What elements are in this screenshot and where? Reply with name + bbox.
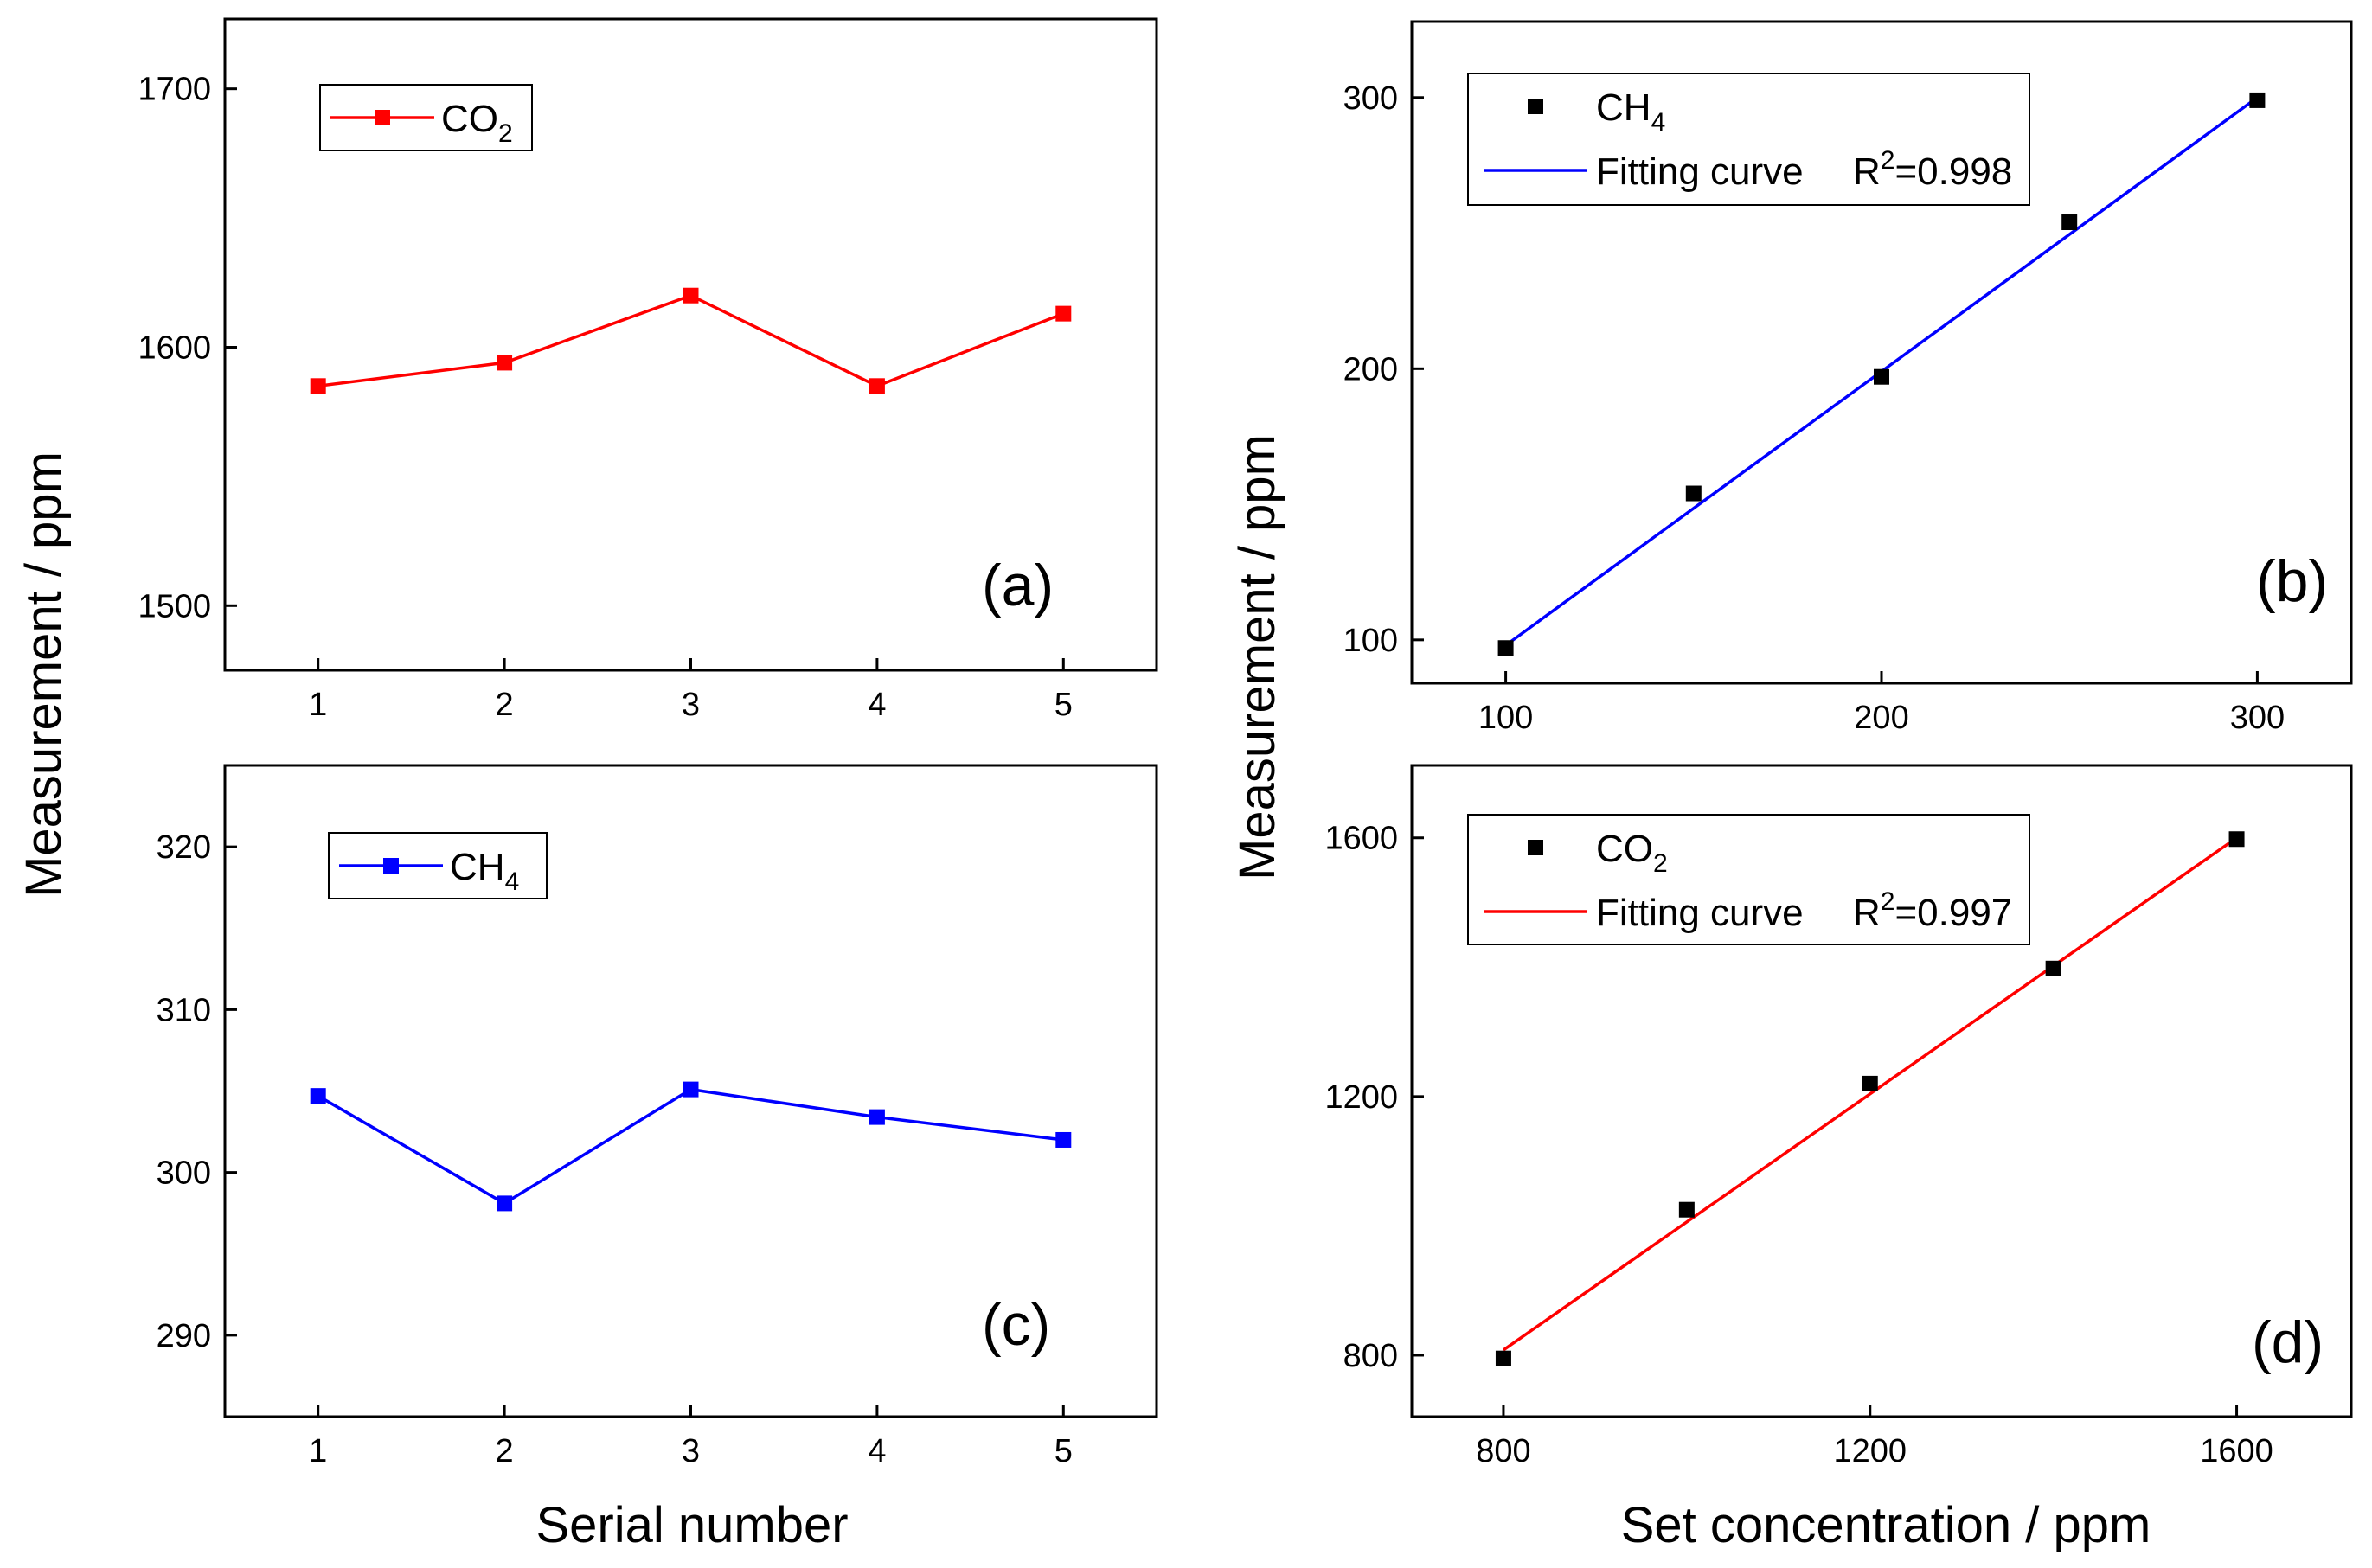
- x-tick-label-c-1: 2: [496, 1433, 514, 1469]
- data-point-a-3: [869, 378, 885, 394]
- panel-label-c: (c): [982, 1292, 1050, 1358]
- y-tick-label-d-1: 1200: [1324, 1079, 1398, 1116]
- x-tick-label-b-1: 200: [1854, 700, 1908, 736]
- x-tick-label-d-0: 800: [1476, 1433, 1530, 1469]
- y-tick-label-c-3: 320: [157, 829, 211, 866]
- x-tick-label-c-4: 5: [1055, 1433, 1073, 1469]
- legend-label-b-subscript: 4: [1651, 108, 1666, 137]
- data-point-d-3: [2045, 960, 2061, 976]
- legend-fit-r2-prefix-b: R: [1853, 150, 1881, 193]
- data-point-c-3: [869, 1109, 885, 1125]
- legend-b: CH4 Fitting curve R2=0.998: [1467, 73, 2030, 206]
- fit-line-d: [1502, 836, 2238, 1352]
- data-point-b-0: [1497, 640, 1514, 656]
- data-point-a-2: [683, 287, 699, 304]
- y-tick-label-d-2: 1600: [1324, 821, 1398, 857]
- legend-marker-d: [1528, 840, 1543, 855]
- x-tick-label-d-1: 1200: [1833, 1433, 1907, 1469]
- legend-fit-r2-d: R2=0.997: [1853, 887, 2012, 934]
- legend-fit-r2-value-b: =0.998: [1894, 150, 2012, 193]
- legend-label-c-subscript: 4: [505, 867, 520, 896]
- legend-c: CH4: [328, 832, 548, 899]
- x-tick-label-b-0: 100: [1478, 700, 1533, 736]
- legend-label-d-subscript: 2: [1653, 849, 1668, 878]
- legend-label-a: CO2: [441, 98, 513, 148]
- right-y-axis-label: Measurement / ppm: [1229, 434, 1285, 880]
- y-tick-label-b-2: 300: [1343, 80, 1398, 117]
- data-point-d-0: [1495, 1350, 1511, 1366]
- x-tick-label-c-0: 1: [309, 1433, 327, 1469]
- data-point-d-1: [1678, 1201, 1695, 1218]
- legend-fit-label-b: Fitting curve: [1596, 150, 1804, 193]
- legend-label-a-subscript: 2: [498, 119, 513, 148]
- legend-marker-b: [1528, 99, 1543, 114]
- legend-marker-a: [375, 110, 390, 125]
- legend-marker-c: [383, 858, 399, 874]
- y-tick-label-b-1: 200: [1343, 351, 1398, 387]
- data-point-c-1: [497, 1195, 513, 1212]
- legend-label-c: CH4: [450, 846, 519, 896]
- y-tick-label-b-0: 100: [1343, 623, 1398, 659]
- legend-box-d: [1467, 814, 2030, 945]
- panel-label-b: (b): [2256, 548, 2328, 614]
- x-tick-label-b-2: 300: [2230, 700, 2285, 736]
- data-point-d-4: [2228, 831, 2245, 848]
- legend-label-a-base: CO: [441, 98, 498, 140]
- left-y-axis-label: Measurement / ppm: [16, 451, 72, 898]
- legend-label-b: CH4: [1596, 86, 1665, 137]
- data-point-d-2: [1862, 1075, 1878, 1091]
- legend-fit-r2-b: R2=0.998: [1853, 146, 2012, 193]
- x-tick-label-c-3: 4: [868, 1433, 886, 1469]
- legend-label-c-base: CH: [450, 846, 505, 888]
- series-line-a-0: [317, 293, 1064, 388]
- left-x-axis-label: Serial number: [535, 1497, 848, 1553]
- data-point-b-3: [2061, 214, 2078, 231]
- legend-box-b: [1467, 73, 2030, 206]
- x-tick-label-a-3: 4: [868, 687, 886, 723]
- legend-fit-r2-value-d: =0.997: [1894, 892, 2012, 934]
- y-tick-label-c-2: 310: [157, 992, 211, 1028]
- data-point-b-1: [1685, 485, 1702, 502]
- data-point-c-0: [310, 1088, 326, 1104]
- legend-label-d-base: CO: [1596, 828, 1653, 870]
- panel-b: 100 200 300 100 200 300 CH4 Fitting curve R2=0.9…: [1343, 20, 2353, 736]
- panel-label-d: (d): [2252, 1309, 2324, 1375]
- x-tick-label-c-2: 3: [682, 1433, 700, 1469]
- y-tick-label-a-0: 1500: [138, 588, 211, 624]
- y-tick-label-d-0: 800: [1343, 1338, 1398, 1374]
- right-x-axis-label: Set concentration / ppm: [1621, 1497, 2151, 1553]
- y-tick-label-c-1: 300: [157, 1155, 211, 1192]
- data-point-b-4: [2249, 92, 2266, 108]
- data-point-b-2: [1874, 368, 1889, 385]
- plot-frame-d: [1410, 764, 2353, 1418]
- y-tick-label-c-0: 290: [157, 1318, 211, 1354]
- x-tick-label-a-0: 1: [309, 687, 327, 723]
- legend-label-b-base: CH: [1596, 86, 1651, 129]
- legend-fit-r2-sup-d: 2: [1881, 887, 1895, 916]
- legend-fit-r2-prefix-d: R: [1853, 892, 1881, 934]
- data-point-c-2: [683, 1081, 699, 1098]
- x-tick-label-d-2: 1600: [2200, 1433, 2273, 1469]
- x-tick-label-a-4: 5: [1055, 687, 1073, 723]
- series-line-c-0: [317, 1087, 1064, 1206]
- x-tick-label-a-1: 2: [496, 687, 514, 723]
- data-point-a-1: [497, 355, 513, 371]
- y-tick-label-a-2: 1700: [138, 72, 211, 108]
- data-point-c-4: [1055, 1131, 1072, 1148]
- legend-label-d: CO2: [1596, 828, 1668, 878]
- legend-a: CO2: [319, 84, 533, 151]
- panel-label-a: (a): [982, 553, 1054, 618]
- data-point-a-4: [1055, 305, 1072, 322]
- y-tick-label-a-1: 1600: [138, 330, 211, 366]
- legend-fit-label-d: Fitting curve: [1596, 892, 1804, 934]
- legend-fit-r2-sup-b: 2: [1881, 146, 1895, 175]
- data-point-a-0: [310, 378, 326, 394]
- x-tick-label-a-2: 3: [682, 687, 700, 723]
